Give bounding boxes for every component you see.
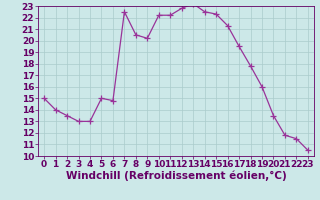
X-axis label: Windchill (Refroidissement éolien,°C): Windchill (Refroidissement éolien,°C) xyxy=(66,171,286,181)
